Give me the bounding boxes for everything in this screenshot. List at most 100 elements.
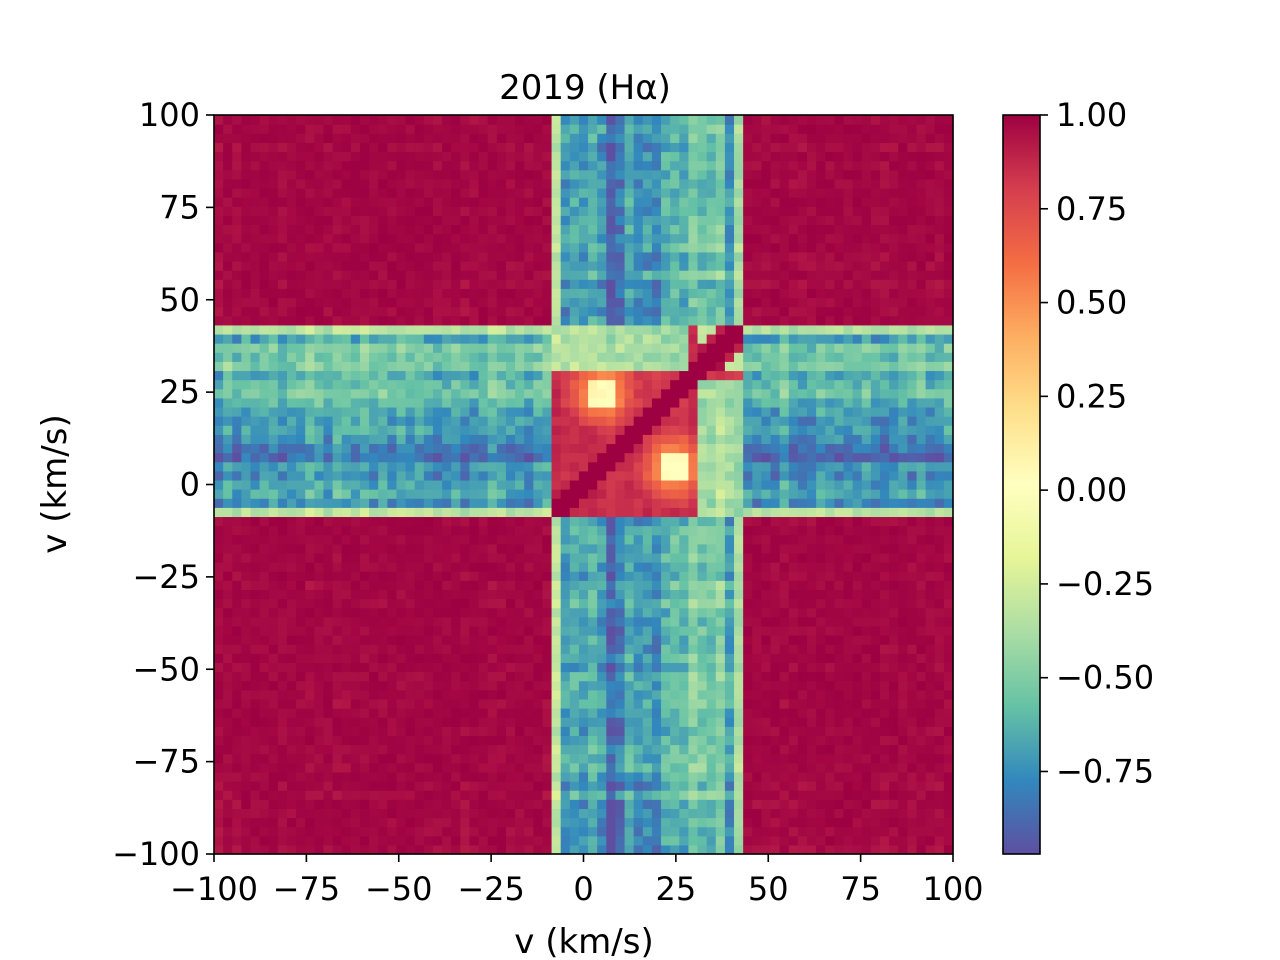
heatmap-cell	[232, 206, 242, 216]
heatmap-cell	[724, 525, 735, 536]
heatmap-cell	[524, 470, 534, 481]
heatmap-cell	[396, 178, 407, 189]
heatmap-cell	[423, 808, 434, 819]
heatmap-cell	[223, 260, 233, 271]
heatmap-cell	[633, 507, 644, 518]
heatmap-cell	[332, 498, 343, 508]
heatmap-cell	[524, 635, 534, 645]
heatmap-cell	[277, 406, 288, 417]
heatmap-cell	[414, 160, 425, 171]
heatmap-cell	[524, 817, 534, 828]
heatmap-cell	[542, 187, 553, 198]
heatmap-cell	[387, 735, 398, 746]
heatmap-cell	[405, 616, 416, 627]
heatmap-cell	[469, 844, 480, 855]
heatmap-cell	[706, 708, 717, 718]
heatmap-cell	[469, 124, 480, 134]
heatmap-cell	[241, 297, 252, 308]
heatmap-cell	[505, 671, 516, 682]
heatmap-cell	[359, 443, 370, 454]
heatmap-cell	[597, 835, 607, 846]
heatmap-cell	[414, 151, 425, 162]
heatmap-cell	[451, 516, 461, 527]
heatmap-cell	[268, 425, 279, 435]
heatmap-cell	[250, 653, 261, 663]
heatmap-cell	[359, 270, 370, 280]
heatmap-cell	[286, 598, 297, 609]
heatmap-cell	[615, 671, 626, 682]
heatmap-cell	[761, 835, 772, 846]
heatmap-cell	[387, 835, 398, 846]
heatmap-cell	[378, 197, 388, 207]
heatmap-cell	[606, 324, 617, 335]
heatmap-cell	[624, 808, 635, 819]
heatmap-cell	[743, 744, 753, 755]
heatmap-cell	[697, 169, 708, 180]
heatmap-cell	[378, 489, 388, 499]
heatmap-cell	[332, 653, 343, 663]
heatmap-cell	[396, 124, 407, 134]
heatmap-cell	[387, 826, 398, 837]
heatmap-cell	[569, 178, 580, 189]
heatmap-cell	[761, 516, 772, 527]
heatmap-cell	[432, 306, 443, 317]
heatmap-cell	[478, 452, 489, 463]
heatmap-cell	[505, 826, 516, 837]
heatmap-cell	[332, 662, 343, 673]
heatmap-cell	[560, 343, 571, 353]
heatmap-cell	[478, 726, 489, 736]
heatmap-cell	[414, 124, 425, 134]
heatmap-cell	[277, 242, 288, 253]
heatmap-cell	[414, 352, 425, 362]
heatmap-cell	[697, 680, 708, 691]
heatmap-cell	[515, 260, 525, 271]
heatmap-cell	[396, 635, 407, 645]
heatmap-cell	[232, 525, 242, 536]
heatmap-cell	[597, 160, 607, 171]
heatmap-cell	[387, 808, 398, 819]
heatmap-cell	[432, 671, 443, 682]
heatmap-cell	[615, 315, 626, 326]
heatmap-cell	[542, 306, 553, 317]
heatmap-cell	[551, 315, 562, 326]
heatmap-cell	[223, 689, 233, 700]
heatmap-cell	[332, 726, 343, 736]
heatmap-cell	[432, 844, 443, 855]
heatmap-cell	[706, 187, 717, 198]
heatmap-cell	[296, 242, 306, 253]
heatmap-cell	[259, 279, 270, 289]
heatmap-cell	[451, 589, 461, 600]
heatmap-cell	[305, 680, 315, 691]
heatmap-cell	[633, 653, 644, 663]
heatmap-cell	[761, 370, 772, 381]
heatmap-cell	[223, 242, 233, 253]
heatmap-cell	[296, 726, 306, 736]
heatmap-cell	[305, 206, 315, 216]
heatmap-cell	[724, 689, 735, 700]
heatmap-cell	[460, 434, 471, 445]
heatmap-cell	[560, 288, 571, 299]
heatmap-cell	[615, 388, 626, 399]
heatmap-cell	[378, 142, 388, 153]
heatmap-cell	[387, 260, 398, 271]
heatmap-cell	[359, 251, 370, 262]
heatmap-cell	[761, 452, 772, 463]
heatmap-cell	[341, 589, 352, 600]
heatmap-cell	[651, 844, 662, 855]
heatmap-cell	[624, 115, 635, 125]
heatmap-cell	[296, 361, 306, 372]
heatmap-cell	[569, 197, 580, 207]
heatmap-cell	[332, 680, 343, 691]
heatmap-cell	[286, 744, 297, 755]
heatmap-cell	[423, 635, 434, 645]
heatmap-cell	[624, 625, 635, 636]
heatmap-cell	[515, 333, 525, 344]
heatmap-cell	[661, 242, 671, 253]
heatmap-cell	[286, 489, 297, 499]
heatmap-cell	[496, 762, 507, 773]
heatmap-cell	[615, 416, 626, 426]
heatmap-cell	[223, 525, 233, 536]
heatmap-cell	[542, 698, 553, 709]
heatmap-cell	[487, 671, 498, 682]
heatmap-cell	[606, 388, 617, 399]
